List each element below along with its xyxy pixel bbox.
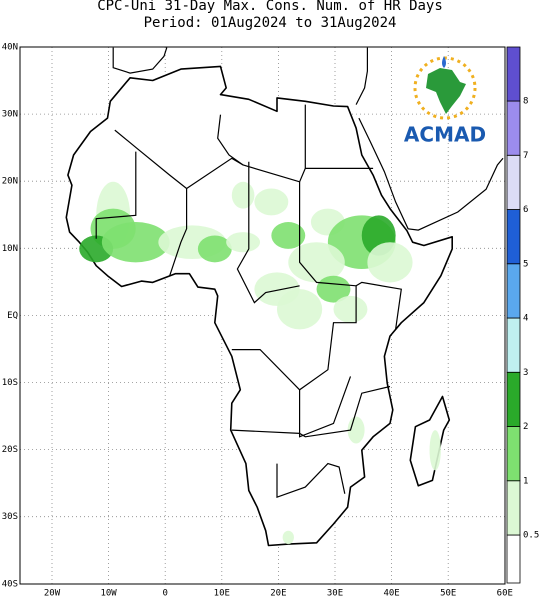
rain-areas <box>79 181 441 545</box>
lon-label: 40E <box>383 589 399 599</box>
rain-area <box>316 275 351 303</box>
lon-label: 10W <box>100 589 117 599</box>
lat-label: 10N <box>2 244 18 254</box>
colorbar-swatch <box>506 480 521 536</box>
country-border <box>95 151 137 239</box>
rain-area <box>429 430 441 471</box>
colorbar-label: 7 <box>523 151 528 161</box>
lat-label: 30N <box>2 110 18 120</box>
lon-label: 0 <box>162 589 167 599</box>
rain-area <box>282 530 294 545</box>
lat-label: EQ <box>7 311 18 321</box>
lat-label: 30S <box>2 512 18 522</box>
logo-text: ACMAD <box>404 123 486 147</box>
rain-area <box>101 222 170 263</box>
rain-area <box>197 235 232 263</box>
lat-label: 40S <box>2 579 18 589</box>
subtitle: Period: 01Aug2024 to 31Aug2024 <box>144 15 397 31</box>
colorbar-swatch <box>506 46 521 102</box>
colorbar-label: 0.5 <box>523 531 539 541</box>
colorbar-swatch <box>506 426 521 482</box>
country-border <box>236 161 300 304</box>
lon-label: 30E <box>327 589 343 599</box>
logo-sun <box>413 56 477 120</box>
lon-label: 20W <box>44 589 61 599</box>
rain-area <box>271 222 306 249</box>
logo: ACMAD <box>404 56 486 147</box>
colorbar-label: 1 <box>523 476 528 486</box>
levant <box>355 47 368 105</box>
rain-area <box>347 416 365 444</box>
country-border <box>231 385 391 438</box>
colorbar-swatch <box>506 209 521 265</box>
country-border <box>276 462 346 499</box>
lon-label: 20E <box>270 589 286 599</box>
colorbar-swatch <box>506 317 521 373</box>
lat-label: 40N <box>2 43 18 53</box>
colorbar-swatch <box>506 154 521 210</box>
country-border <box>299 376 352 438</box>
rain-area <box>254 188 289 216</box>
colorbar-label: 8 <box>523 97 528 107</box>
country-border <box>169 188 188 276</box>
lon-label: 50E <box>440 589 456 599</box>
colorbar: 0.5 1 2 3 4 5 6 7 8 <box>506 46 539 584</box>
lat-label: 20N <box>2 177 18 187</box>
colorbar-label: 2 <box>523 422 528 432</box>
europe <box>112 47 168 74</box>
rain-area <box>367 242 413 283</box>
lon-label: 60E <box>497 589 513 599</box>
logo-drop <box>442 56 446 68</box>
rain-area <box>288 242 345 283</box>
colorbar-swatch <box>506 263 521 319</box>
colorbar-label: 5 <box>523 259 528 269</box>
borders <box>95 104 402 499</box>
map-frame <box>19 46 506 585</box>
lat-label: 20S <box>2 445 18 455</box>
country-border <box>231 285 357 391</box>
colorbar-label: 4 <box>523 314 528 324</box>
arabia <box>358 117 504 231</box>
lon-label: 10E <box>214 589 230 599</box>
madagascar <box>409 395 451 487</box>
colorbar-label: 6 <box>523 205 528 215</box>
lat-label: 10S <box>2 378 18 388</box>
country-border <box>114 129 244 190</box>
rain-area <box>333 295 368 323</box>
title: CPC-Uni 31-Day Max. Cons. Num. of HR Day… <box>97 0 443 14</box>
colorbar-swatch <box>506 371 521 427</box>
colorbar-swatch <box>506 534 521 584</box>
logo-africa <box>426 68 466 114</box>
colorbar-swatch <box>506 100 521 156</box>
colorbar-label: 3 <box>523 368 528 378</box>
rain-area <box>226 232 261 253</box>
rain-area <box>231 181 255 209</box>
rain-area <box>277 289 323 330</box>
